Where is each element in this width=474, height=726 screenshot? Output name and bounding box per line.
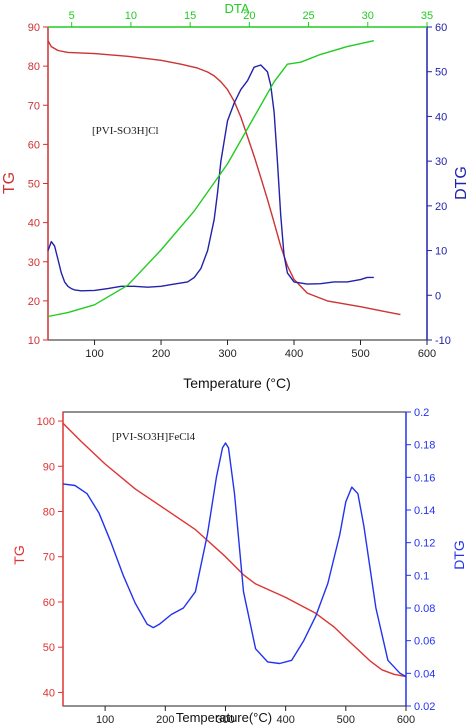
right-tick-label: 0.12 — [414, 538, 435, 550]
x-tick-label: 300 — [218, 348, 236, 360]
series-line-right — [47, 64, 374, 292]
left-tick-label: 10 — [28, 335, 40, 347]
right-axis-title: DTG — [453, 166, 470, 200]
x-tick-label: 400 — [285, 348, 303, 360]
x-tick-label: 600 — [397, 714, 415, 726]
top-tick-label: 15 — [184, 10, 196, 22]
right-tick-label: 60 — [435, 22, 447, 34]
chart-2: 100 200 300 400 500 600 40 50 60 70 80 90 100 0.02 0.0… — [11, 407, 467, 726]
top-tick-label: 5 — [69, 10, 75, 22]
left-tick-label: 40 — [43, 687, 55, 699]
top-tick-label: 10 — [125, 10, 137, 22]
top-tick-label: 20 — [243, 10, 255, 22]
right-tick-label: 30 — [435, 156, 447, 168]
x-axis-title: Temperature(°C) — [176, 710, 272, 725]
left-tick-label: 80 — [43, 507, 55, 519]
x-tick-label: 200 — [152, 348, 170, 360]
top-tick-label: 25 — [302, 10, 314, 22]
x-tick-label: 400 — [276, 714, 294, 726]
right-tick-label: -10 — [435, 335, 451, 347]
series-line-top — [47, 40, 374, 318]
x-tick-label: 300 — [216, 714, 234, 726]
right-tick-label: 0.08 — [414, 603, 435, 615]
x-tick-label: 100 — [85, 348, 103, 360]
plot-frame — [62, 411, 407, 707]
left-tick-label: 80 — [28, 61, 40, 73]
left-tick-label: 90 — [43, 461, 55, 473]
series-line-right — [62, 442, 407, 678]
right-tick-label: 0.02 — [414, 701, 435, 713]
right-axis-title: DTG — [451, 540, 467, 570]
x-tick-label: 500 — [351, 348, 369, 360]
right-tick-label: 0.1 — [414, 570, 429, 582]
left-tick-label: 60 — [28, 139, 40, 151]
left-axis-title: TG — [1, 172, 18, 194]
series-line-left — [62, 422, 407, 678]
x-tick-label: 600 — [418, 348, 436, 360]
right-tick-label: 0.14 — [414, 505, 435, 517]
left-tick-label: 50 — [43, 642, 55, 654]
plot-frame — [47, 26, 428, 341]
right-tick-label: 40 — [435, 111, 447, 123]
left-tick-label: 60 — [43, 597, 55, 609]
x-tick-label: 200 — [156, 714, 174, 726]
right-tick-label: 20 — [435, 201, 447, 213]
left-tick-label: 20 — [28, 296, 40, 308]
x-tick-label: 100 — [96, 714, 114, 726]
left-tick-label: 70 — [43, 552, 55, 564]
left-tick-label: 70 — [28, 100, 40, 112]
compound-annotation: [PVI-SO3H]Cl — [92, 125, 159, 137]
right-tick-label: 0.06 — [414, 636, 435, 648]
right-tick-label: 0.18 — [414, 440, 435, 452]
right-tick-label: 0.2 — [414, 407, 429, 419]
top-tick-label: 35 — [421, 10, 433, 22]
left-tick-label: 100 — [37, 416, 55, 428]
right-tick-label: 0.04 — [414, 668, 435, 680]
right-tick-label: 0.16 — [414, 472, 435, 484]
x-tick-label: 500 — [337, 714, 355, 726]
left-tick-label: 90 — [28, 22, 40, 34]
left-tick-label: 40 — [28, 218, 40, 230]
series-line-left — [47, 40, 401, 316]
right-tick-label: 0 — [435, 290, 441, 302]
top-axis-title: DTA — [224, 1, 249, 16]
right-tick-label: 10 — [435, 246, 447, 258]
x-axis-title: Temperature (°C) — [183, 375, 291, 391]
left-tick-label: 30 — [28, 257, 40, 269]
compound-annotation: [PVI-SO3H]FeCl4 — [112, 431, 196, 443]
top-tick-label: 30 — [362, 10, 374, 22]
left-tick-label: 50 — [28, 179, 40, 191]
right-tick-label: 50 — [435, 67, 447, 79]
left-axis-title: TG — [11, 545, 27, 564]
